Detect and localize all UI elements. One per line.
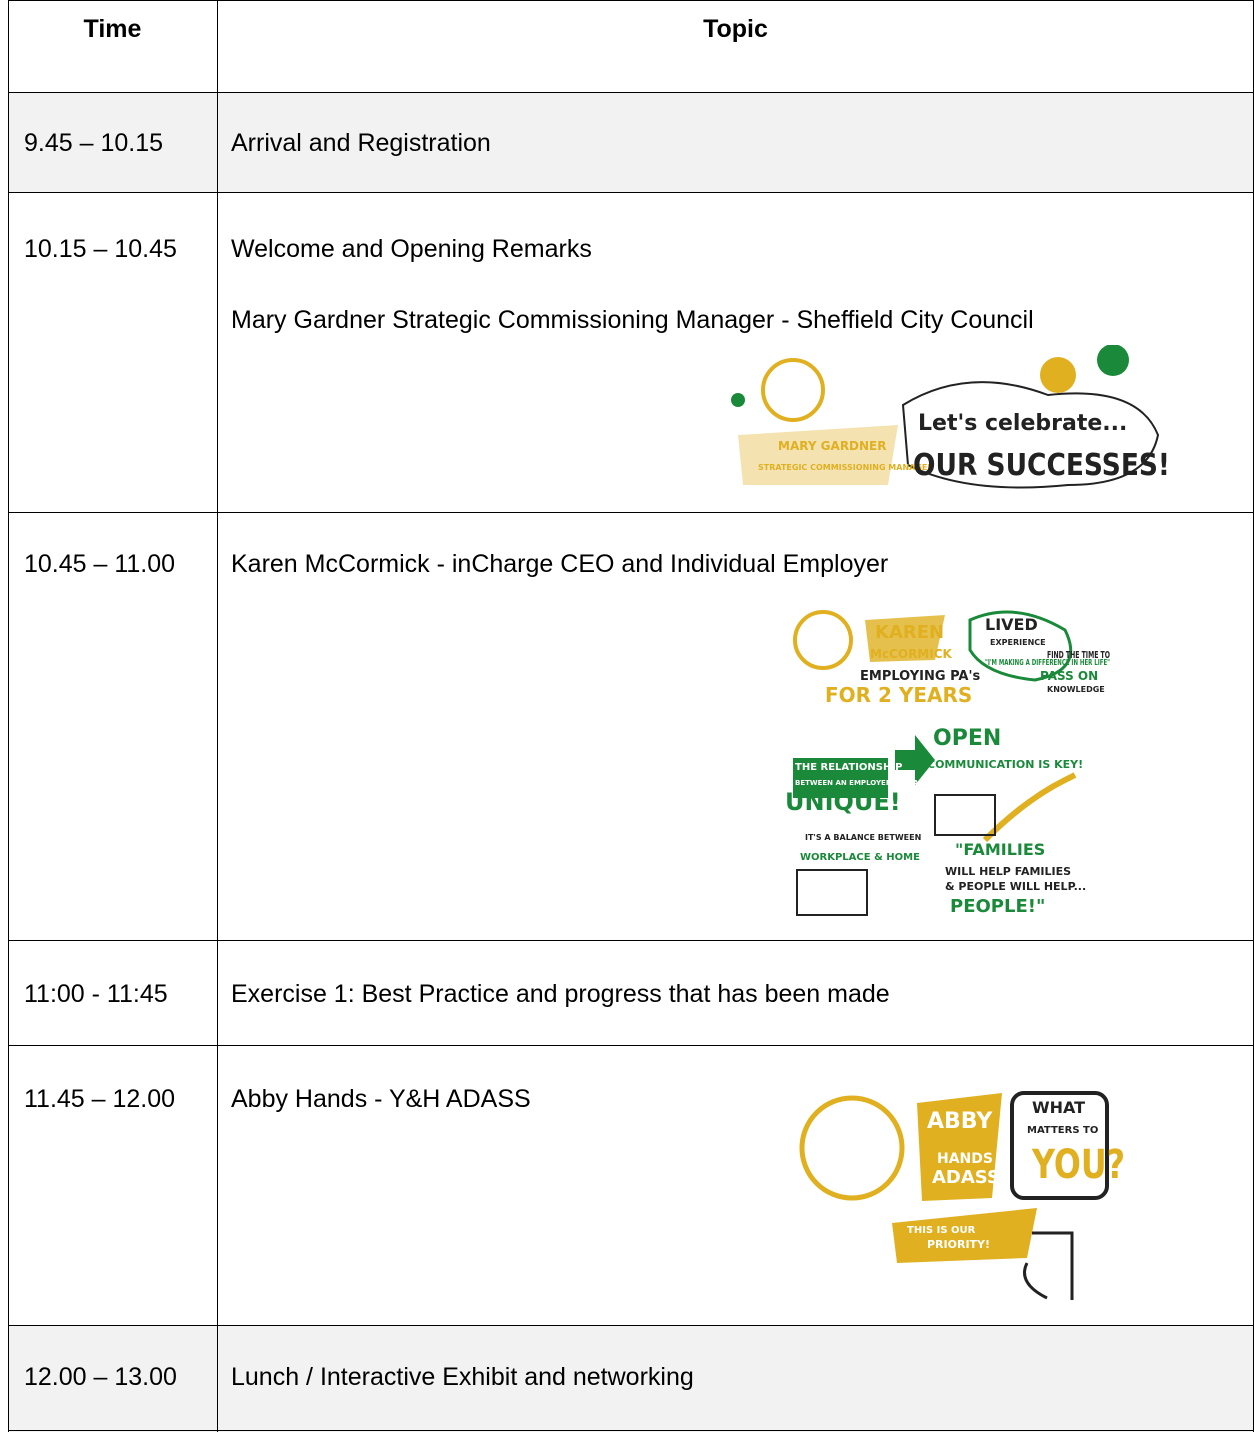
drawing bbox=[901, 381, 1160, 489]
illustration-text: YOU? bbox=[1031, 1142, 1125, 1188]
drawing bbox=[1040, 357, 1076, 393]
cell bbox=[8, 940, 217, 1045]
illustration-text: KAREN bbox=[875, 622, 944, 643]
drawing bbox=[793, 610, 853, 670]
illustration-text: UNIQUE! bbox=[785, 788, 901, 816]
drawing bbox=[731, 393, 745, 407]
topic-text: Welcome and Opening Remarks bbox=[231, 235, 592, 263]
illustration-text: OPEN bbox=[933, 726, 1001, 751]
illustration-text: IT'S A BALANCE BETWEEN bbox=[805, 833, 921, 842]
illustration-text: EMPLOYING PA's bbox=[860, 669, 980, 684]
cell bbox=[8, 92, 217, 192]
illustration-text: "I'M MAKING A DIFFERENCE IN HER LIFE" bbox=[985, 658, 1110, 667]
cell bbox=[217, 0, 1254, 92]
illustration-text: EXPERIENCE bbox=[990, 638, 1046, 647]
drawing bbox=[793, 758, 888, 798]
drawing bbox=[761, 358, 825, 422]
drawing bbox=[1023, 1231, 1074, 1300]
illustration-text: KNOWLEDGE bbox=[1047, 685, 1105, 694]
drawing bbox=[796, 869, 868, 916]
cell bbox=[8, 0, 217, 92]
drawing bbox=[892, 1208, 1037, 1263]
illustration-text: FIND THE TIME TO bbox=[1047, 650, 1110, 661]
drawing bbox=[968, 610, 1073, 682]
illustration-text: & PEOPLE WILL HELP... bbox=[945, 880, 1086, 893]
illustration-text: ABBY bbox=[927, 1109, 993, 1134]
illustration-text: WORKPLACE & HOME bbox=[800, 852, 920, 863]
cell bbox=[8, 1045, 217, 1325]
cell bbox=[217, 92, 1254, 192]
illustration-text: ADASS bbox=[932, 1167, 1000, 1188]
topic-text: Karen McCormick - inCharge CEO and Indiv… bbox=[231, 550, 889, 578]
illustration-text: PEOPLE!" bbox=[950, 896, 1045, 917]
drawing bbox=[895, 735, 935, 785]
drawing bbox=[917, 1093, 1002, 1201]
drawing bbox=[1097, 345, 1129, 376]
drawing bbox=[934, 794, 996, 836]
drawing bbox=[738, 425, 898, 485]
drawing bbox=[799, 1095, 905, 1201]
illustration-text: PRIORITY! bbox=[927, 1238, 990, 1251]
illustration-text: Let's celebrate... bbox=[918, 411, 1127, 436]
illustration-text: MATTERS TO bbox=[1027, 1125, 1098, 1136]
illustration-text: COMMUNICATION IS KEY! bbox=[927, 758, 1083, 771]
cell bbox=[8, 1325, 217, 1432]
topic-text: Abby Hands - Y&H ADASS bbox=[231, 1085, 531, 1113]
illustration-text: THIS IS OUR bbox=[907, 1225, 976, 1236]
illustration-text: FOR 2 YEARS bbox=[825, 683, 972, 707]
header-topic: Topic bbox=[703, 15, 768, 43]
topic-text: Arrival and Registration bbox=[231, 129, 491, 157]
illustration-text: BETWEEN AN EMPLOYER AND A PA IS... bbox=[795, 779, 949, 787]
illustration-text: MARY GARDNER bbox=[778, 439, 887, 453]
bottom-border bbox=[8, 1430, 1254, 1432]
illustration-text: WILL HELP FAMILIES bbox=[945, 865, 1071, 878]
illustration-text: THE RELATIONSHIP bbox=[795, 762, 902, 773]
header-time: Time bbox=[83, 15, 142, 43]
time: 11:00 - 11:45 bbox=[24, 980, 168, 1008]
drawing bbox=[1010, 1091, 1109, 1200]
cell bbox=[8, 192, 217, 512]
topic-text: Mary Gardner Strategic Commissioning Man… bbox=[231, 306, 1034, 334]
illustration-text: LIVED bbox=[985, 615, 1038, 634]
illustration-text: "FAMILIES bbox=[955, 840, 1045, 859]
illustration-text: STRATEGIC COMMISSIONING MANAGER bbox=[758, 463, 934, 472]
cell bbox=[217, 1325, 1254, 1432]
illustration-text: OUR SUCCESSES! bbox=[913, 448, 1170, 483]
topic-text: Lunch / Interactive Exhibit and networki… bbox=[231, 1363, 694, 1391]
illustration-text: PASS ON bbox=[1040, 669, 1098, 683]
time: 11.45 – 12.00 bbox=[24, 1085, 176, 1113]
illustration-text: McCORMICK bbox=[870, 647, 953, 661]
topic-text: Exercise 1: Best Practice and progress t… bbox=[231, 980, 890, 1008]
time: 10.45 – 11.00 bbox=[24, 550, 176, 578]
time: 9.45 – 10.15 bbox=[24, 129, 164, 157]
illustration-text: WHAT bbox=[1032, 1098, 1085, 1117]
drawing bbox=[865, 615, 945, 662]
time: 10.15 – 10.45 bbox=[24, 235, 177, 263]
illustration: MARY GARDNER STRATEGIC COMMISSIONING MANA… bbox=[718, 345, 1172, 492]
illustration-text: HANDS bbox=[937, 1151, 993, 1167]
time: 12.00 – 13.00 bbox=[24, 1363, 177, 1391]
cell bbox=[8, 512, 217, 940]
